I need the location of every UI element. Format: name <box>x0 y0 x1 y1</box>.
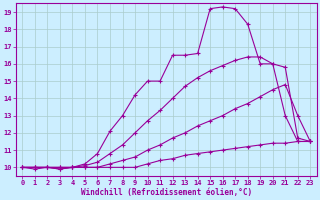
X-axis label: Windchill (Refroidissement éolien,°C): Windchill (Refroidissement éolien,°C) <box>81 188 252 197</box>
